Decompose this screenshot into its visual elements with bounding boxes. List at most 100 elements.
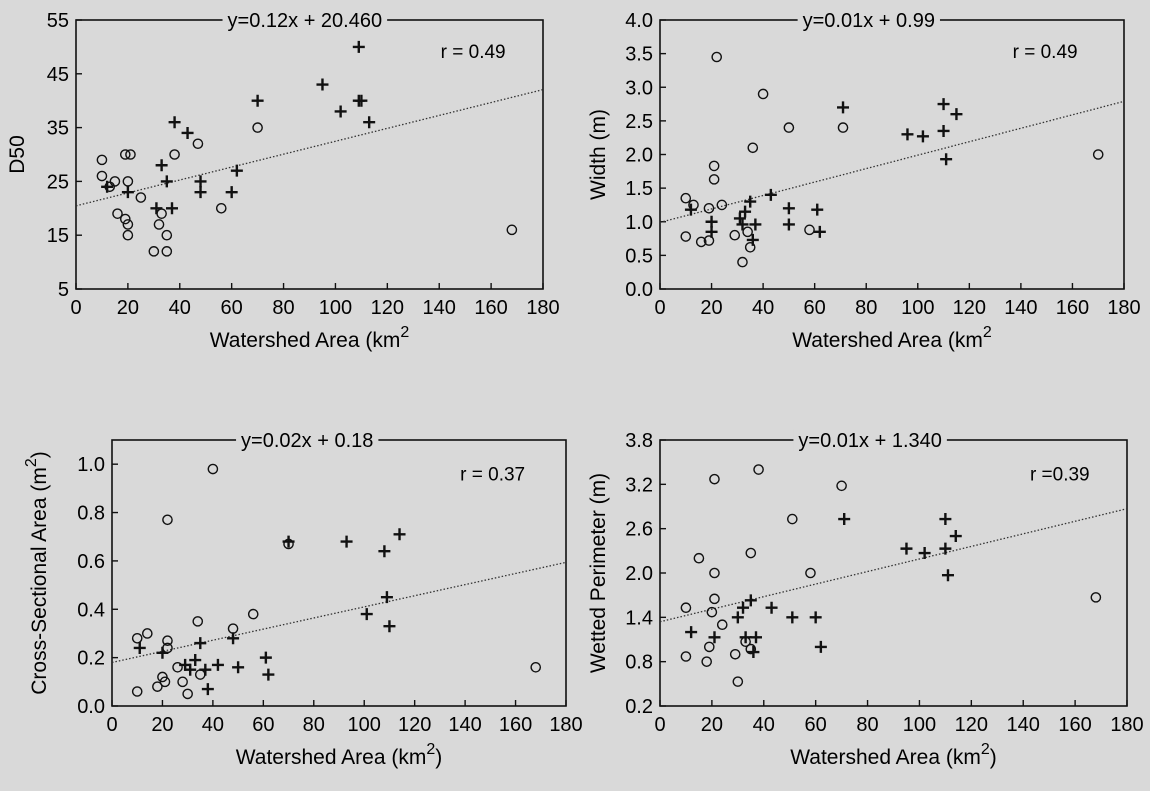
x-tick-label: 20 (701, 714, 723, 736)
x-tick-label: 140 (1004, 297, 1037, 319)
data-point-circle (695, 236, 707, 248)
data-point-circle (701, 656, 713, 667)
data-point-circle (783, 122, 795, 133)
data-point-circle (703, 641, 715, 653)
data-point-circle (745, 643, 757, 655)
x-axis-label: Watershed Area (km2 (210, 324, 410, 352)
y-tick-label: 3.8 (625, 430, 653, 452)
data-point-plus (705, 215, 718, 228)
y-tick-label: 1.5 (625, 178, 653, 200)
data-point-circle (708, 160, 720, 172)
x-tick-label: 0 (654, 297, 665, 319)
y-axis-label: Width (m) (587, 109, 610, 200)
data-point-circle (709, 567, 720, 579)
data-point-circle (148, 246, 160, 257)
data-point-plus (939, 513, 952, 526)
data-point-circle (744, 242, 756, 253)
data-point-plus (782, 218, 795, 231)
data-point-plus (749, 218, 762, 231)
data-point-plus (747, 646, 760, 659)
data-point-circle (192, 138, 204, 150)
data-point-plus (150, 202, 163, 215)
data-point-plus (262, 668, 275, 681)
data-point-circle (709, 473, 720, 485)
y-tick-label: 3.2 (625, 474, 653, 496)
x-tick-label: 180 (1107, 297, 1140, 319)
data-point-plus (199, 663, 212, 676)
data-point-plus (900, 542, 913, 555)
data-point-circle (804, 224, 815, 236)
y-tick-label: 5 (58, 279, 69, 301)
y-tick-label: 1.0 (625, 212, 653, 234)
correlation-label: r = 0.37 (460, 465, 525, 486)
data-point-circle (119, 149, 131, 160)
x-tick-label: 120 (371, 297, 404, 319)
y-tick-label: 0.5 (625, 245, 653, 267)
data-point-circle (125, 149, 136, 160)
x-tick-label: 160 (474, 297, 507, 319)
y-tick-label: 2.6 (625, 519, 653, 541)
data-point-plus (937, 124, 950, 137)
data-point-plus (746, 233, 759, 246)
data-point-plus (685, 626, 698, 639)
data-point-plus (155, 159, 168, 172)
y-tick-label: 3.5 (625, 44, 653, 66)
data-point-circle (680, 231, 692, 242)
data-point-plus (165, 202, 178, 215)
chart-panel-4: 0 20 40 60 80 100 120 140 160 180 0.2 0.8 1.4 2.0 2.6 3… (587, 429, 1144, 769)
x-axis-label: Watershed Area (km2) (790, 741, 997, 769)
data-point-plus (160, 175, 173, 188)
y-tick-label: 35 (47, 118, 69, 140)
correlation-label: r = 0.49 (441, 42, 506, 63)
data-point-circle (119, 213, 131, 225)
data-point-plus (352, 40, 365, 53)
x-tick-label: 20 (700, 297, 722, 319)
data-point-plus (259, 651, 272, 664)
x-tick-label: 0 (654, 714, 665, 736)
x-tick-label: 100 (901, 297, 934, 319)
data-point-plus (782, 202, 795, 215)
data-point-plus (786, 611, 799, 624)
data-point-circle (805, 567, 816, 579)
data-point-circle (530, 662, 542, 673)
y-tick-label: 2.5 (625, 111, 653, 133)
data-point-circle (135, 192, 147, 203)
x-tick-label: 80 (855, 297, 877, 319)
x-tick-label: 100 (903, 714, 936, 736)
data-point-circle (161, 246, 173, 257)
data-point-circle (729, 648, 741, 660)
x-tick-label: 120 (955, 714, 988, 736)
data-point-circle (680, 192, 692, 204)
y-tick-label: 4.0 (625, 10, 653, 32)
trend-line (111, 561, 567, 664)
y-tick-label: 1.0 (77, 454, 105, 476)
data-point-plus (383, 620, 396, 633)
x-tick-label: 160 (499, 714, 532, 736)
data-point-plus (380, 591, 393, 604)
data-point-circle (131, 686, 143, 697)
x-tick-label: 180 (1110, 714, 1143, 736)
y-tick-label: 0.4 (77, 599, 105, 621)
data-point-plus (133, 641, 146, 654)
data-point-circle (122, 219, 134, 230)
data-point-plus (837, 101, 850, 114)
data-point-circle (787, 513, 798, 525)
chart-panel-2: 0 20 40 60 80 100 120 140 160 180 0.0 0.5 1.0 1.5 2.0 2… (587, 9, 1141, 352)
data-point-circle (745, 547, 757, 559)
data-point-circle (1092, 149, 1104, 160)
y-tick-label: 1.4 (625, 607, 653, 629)
y-tick-label: 15 (47, 225, 69, 247)
data-point-circle (142, 628, 153, 639)
x-tick-label: 160 (1058, 714, 1091, 736)
data-point-circle (153, 219, 165, 230)
data-point-circle (732, 676, 744, 687)
y-tick-label: 0.2 (77, 648, 105, 670)
regression-equation: y=0.01x + 1.340 (798, 430, 941, 452)
y-tick-label: 0.6 (77, 551, 105, 573)
data-point-plus (211, 658, 224, 671)
data-point-plus (901, 128, 914, 141)
data-point-plus (731, 611, 744, 624)
data-point-plus (334, 105, 347, 118)
